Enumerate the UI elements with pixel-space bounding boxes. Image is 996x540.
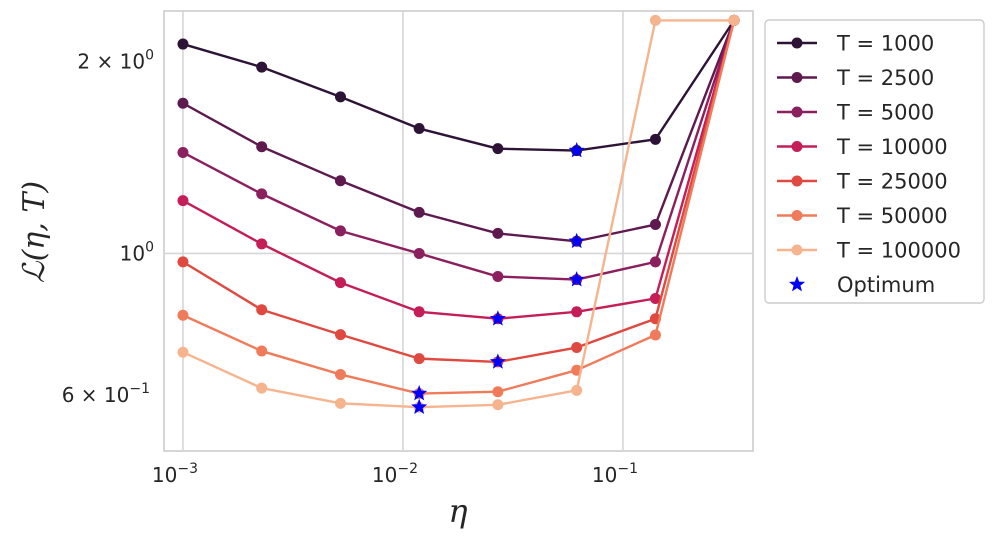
x-axis-label: η: [448, 492, 467, 530]
data-point: [334, 91, 346, 103]
series-line: [182, 19, 736, 152]
data-point: [649, 219, 661, 231]
series-line: [182, 20, 736, 281]
grid: [164, 11, 753, 451]
legend-marker: [791, 210, 803, 221]
optimum-markers: [411, 142, 585, 415]
optimum-star: [489, 310, 506, 326]
data-point: [334, 225, 346, 237]
y-tick-exponent: −1: [129, 381, 150, 397]
data-point: [177, 97, 189, 109]
legend-item: T = 5000: [777, 101, 934, 125]
data-point: [571, 306, 583, 318]
optimum-star: [568, 271, 585, 287]
data-point: [492, 143, 504, 155]
series-line: [182, 20, 736, 395]
y-axis-label: ℒ(η, T): [17, 181, 52, 283]
legend-label: T = 1000: [836, 32, 934, 56]
y-tick-label: 2 × 100: [77, 47, 154, 73]
x-tick-label: 10−3: [152, 461, 198, 487]
legend-marker: [791, 72, 803, 83]
legend-marker: [791, 37, 803, 49]
legend-label: T = 100000: [836, 239, 961, 263]
optimum-star: [489, 353, 506, 369]
data-point: [728, 14, 740, 26]
series-line: [182, 19, 735, 409]
data-point: [413, 247, 425, 259]
x-tick-exponent: −3: [177, 461, 198, 477]
legend-item: T = 25000: [777, 170, 948, 194]
legend-item: T = 1000: [777, 32, 934, 56]
data-point: [177, 256, 189, 268]
plot-frame: [163, 10, 754, 452]
data-point: [649, 256, 661, 268]
legend-item: T = 100000: [777, 239, 961, 263]
data-point: [256, 345, 268, 357]
data-point: [177, 346, 189, 358]
data-point: [177, 146, 189, 158]
legend-item: T = 50000: [777, 204, 948, 228]
data-point: [334, 397, 346, 409]
data-point: [571, 384, 583, 396]
data-point: [413, 123, 425, 135]
legend-item-optimum: Optimum: [788, 273, 935, 297]
data-point: [334, 277, 346, 289]
legend-marker: [791, 106, 803, 118]
data-point: [334, 368, 346, 380]
data-point: [334, 329, 346, 341]
data-point: [649, 329, 661, 341]
legend-marker: [791, 141, 803, 152]
legend-label: T = 2500: [836, 66, 934, 90]
legend-label: T = 10000: [836, 135, 948, 159]
y-tick-label: 6 × 10−1: [62, 381, 150, 407]
data-point: [256, 382, 268, 394]
x-tick-label: 10−2: [372, 461, 418, 487]
data-point: [571, 342, 583, 354]
optimum-star: [568, 232, 585, 249]
data-point: [649, 133, 661, 145]
data-point: [256, 188, 268, 200]
optimum-star: [411, 398, 428, 415]
data-point: [256, 304, 268, 316]
data-point: [413, 306, 425, 318]
series-line: [182, 20, 736, 320]
data-point: [177, 38, 189, 50]
y-tick-label: 100: [120, 239, 154, 265]
optimum-star: [411, 385, 428, 401]
legend-label: T = 5000: [836, 101, 934, 125]
legend-label: T = 50000: [836, 204, 948, 228]
series-line: [182, 20, 736, 364]
data-point: [177, 309, 189, 321]
legend-frame: [764, 19, 985, 304]
legend: T = 1000 T = 2500 T = 5000 T = 10000 T = 250…: [764, 19, 985, 304]
legend-item: T = 2500: [777, 66, 934, 90]
legend-marker: [791, 244, 803, 256]
data-point: [649, 292, 661, 304]
data-point: [492, 399, 504, 411]
x-tick-exponent: −1: [617, 461, 638, 477]
data-point: [413, 206, 425, 218]
data-point: [649, 14, 661, 26]
legend-label: T = 25000: [836, 170, 948, 194]
legend-marker: [791, 175, 803, 187]
x-tick-exponent: −2: [397, 461, 418, 477]
data-point: [256, 141, 268, 153]
data-point: [177, 195, 189, 207]
y-tick-exponent: 0: [145, 47, 154, 63]
data-point: [256, 238, 268, 250]
data-point: [256, 61, 268, 73]
data-point: [334, 175, 346, 187]
data-point: [413, 353, 425, 365]
legend-label: Optimum: [837, 273, 935, 297]
optimum-star: [568, 142, 585, 158]
legend-star: [788, 276, 806, 292]
series-line: [182, 19, 736, 243]
legend-item: T = 10000: [777, 135, 948, 159]
y-tick-exponent: 0: [145, 239, 154, 255]
x-tick-label: 10−1: [592, 461, 638, 487]
data-point: [492, 386, 504, 398]
data-point: [492, 271, 504, 283]
data-point: [492, 227, 504, 239]
